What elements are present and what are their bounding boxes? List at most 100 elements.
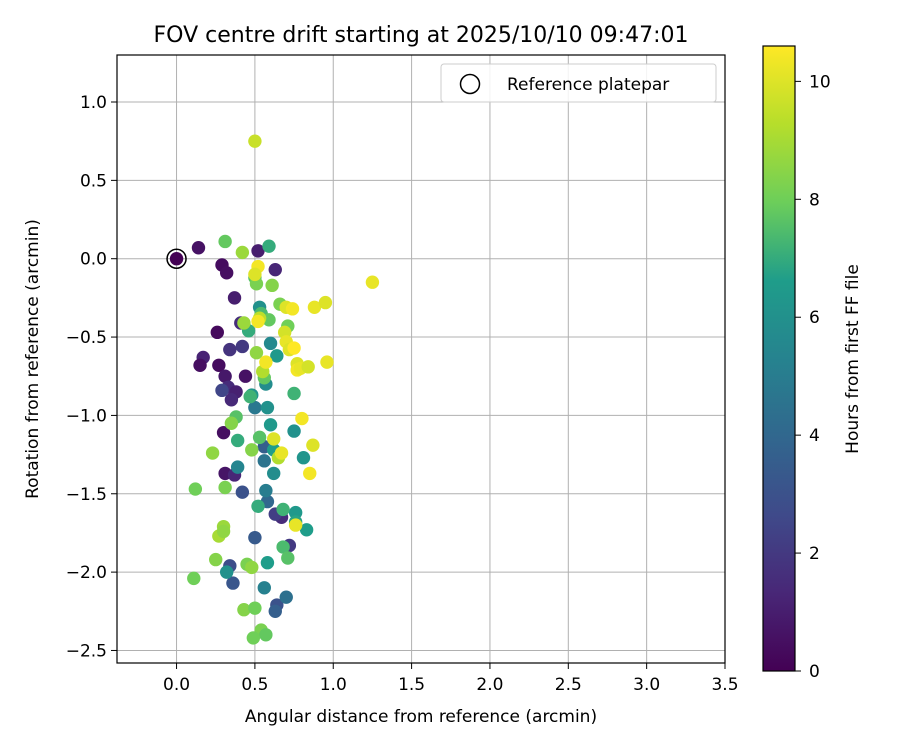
data-point [295, 411, 309, 426]
data-point [318, 295, 333, 310]
data-point [260, 556, 275, 570]
data-point [259, 355, 273, 369]
data-point [187, 571, 201, 586]
data-point [274, 446, 289, 460]
data-point [245, 560, 259, 575]
y-axis-label: Rotation from reference (arcmin) [23, 219, 43, 499]
data-point [257, 454, 271, 468]
reference-point-group [166, 248, 187, 269]
data-point [230, 433, 245, 448]
data-point [218, 480, 232, 495]
data-point [248, 400, 262, 415]
data-point [238, 369, 253, 383]
data-point [251, 499, 265, 513]
data-point [248, 601, 262, 615]
data-point [215, 383, 229, 398]
data-point [245, 443, 259, 457]
legend-marker-icon [459, 73, 481, 95]
data-point [193, 358, 207, 372]
data-point [279, 590, 293, 604]
data-point [285, 302, 300, 316]
data-point [230, 460, 245, 474]
data-point [212, 358, 226, 372]
y-tick-label: −1.0 [66, 406, 107, 426]
x-tick-label: 2.5 [555, 675, 582, 695]
data-point [251, 244, 265, 258]
data-point [259, 483, 273, 498]
data-point [224, 416, 239, 430]
legend-label: Reference platepar [507, 75, 669, 95]
colorbar-label: Hours from first FF file [843, 264, 863, 454]
data-point [287, 341, 301, 355]
data-point [267, 466, 281, 481]
y-axis-ticks: −2.5 −2.0 −1.5 −1.0 −0.5 0.0 0.5 1.0 [66, 93, 117, 661]
data-point [216, 524, 231, 539]
data-point [237, 603, 251, 617]
y-tick-label: −0.5 [66, 328, 107, 348]
data-point [243, 389, 257, 404]
data-point [281, 551, 295, 565]
data-point [268, 262, 282, 277]
data-point [288, 518, 303, 532]
data-point [210, 325, 224, 340]
data-point [299, 523, 314, 537]
colorbar-tick-label: 4 [809, 426, 820, 446]
data-point [287, 424, 301, 438]
colorbar-tick-label: 2 [809, 544, 820, 564]
data-point [237, 316, 251, 330]
data-point [306, 438, 320, 452]
grid-lines [117, 55, 726, 663]
data-point [276, 502, 290, 517]
data-point [320, 355, 334, 369]
data-point [262, 239, 276, 253]
data-point [188, 482, 203, 496]
data-point [226, 576, 240, 590]
colorbar-tick-label: 6 [809, 308, 820, 328]
data-point [287, 386, 301, 401]
data-point [235, 339, 250, 354]
y-tick-label: −1.5 [66, 485, 107, 505]
data-point [301, 360, 315, 374]
colorbar-tick-label: 0 [809, 662, 820, 682]
data-point [216, 425, 231, 440]
reference-point-marker [166, 248, 187, 269]
data-point [276, 540, 290, 554]
data-point [219, 266, 234, 280]
x-tick-label: 1.0 [320, 675, 347, 695]
x-tick-label: 3.0 [633, 675, 660, 695]
data-point [209, 552, 223, 567]
data-point [223, 342, 237, 357]
data-point [235, 245, 250, 260]
x-tick-label: 0.5 [241, 675, 268, 695]
x-tick-label: 2.0 [476, 675, 503, 695]
data-point [235, 485, 250, 499]
data-point [288, 505, 303, 520]
data-point [219, 565, 234, 579]
data-point [249, 346, 264, 360]
data-point [252, 430, 267, 445]
x-tick-label: 1.5 [398, 675, 425, 695]
colorbar-tick-label: 8 [809, 190, 820, 210]
data-point [248, 267, 262, 282]
data-point [205, 446, 220, 460]
y-tick-label: −2.0 [66, 563, 107, 583]
plot-frame [116, 54, 726, 664]
data-point [246, 631, 261, 645]
data-point [263, 418, 278, 432]
colorbar-ticks: 0 2 4 6 8 10 [795, 72, 831, 682]
y-tick-label: 0.5 [80, 171, 107, 191]
data-point [268, 604, 282, 618]
data-point [296, 451, 311, 465]
data-point [248, 134, 262, 148]
legend-box [440, 63, 717, 103]
x-tick-label: 0.0 [163, 675, 190, 695]
data-point [251, 314, 265, 329]
x-axis-label: Angular distance from reference (arcmin) [245, 707, 597, 727]
x-tick-label: 3.5 [711, 675, 738, 695]
data-points [187, 134, 380, 645]
chart-title: FOV centre drift starting at 2025/10/10 … [154, 23, 689, 48]
data-point [260, 400, 275, 415]
data-point [218, 234, 232, 249]
data-point [263, 336, 278, 351]
